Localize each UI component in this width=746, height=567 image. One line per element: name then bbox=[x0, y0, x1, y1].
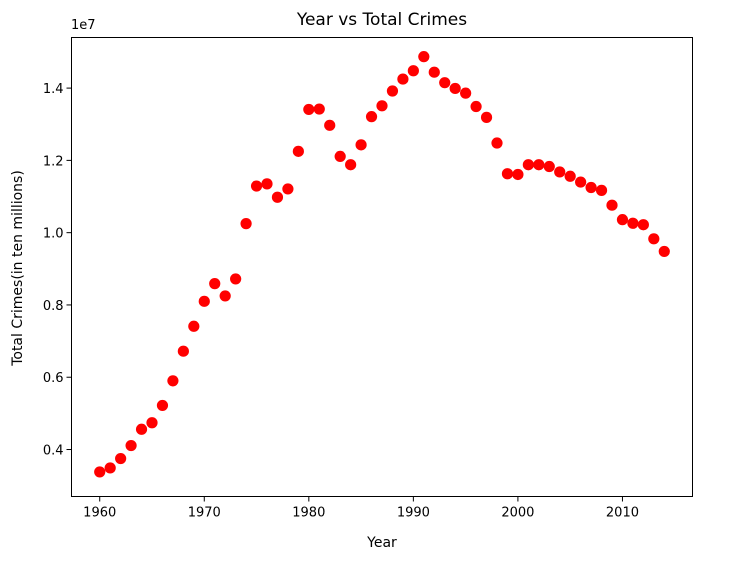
data-point bbox=[250, 180, 263, 192]
data-point bbox=[449, 82, 461, 95]
data-point bbox=[554, 166, 566, 178]
y-tick-label: 1.4 bbox=[43, 82, 64, 97]
data-point bbox=[167, 375, 179, 387]
data-point bbox=[198, 295, 210, 307]
x-tick-label: 1980 bbox=[292, 506, 325, 521]
data-point bbox=[303, 103, 315, 116]
data-point bbox=[386, 85, 399, 97]
data-point bbox=[407, 65, 419, 77]
data-point bbox=[637, 219, 649, 231]
data-point bbox=[240, 218, 252, 230]
y-offset-text: 1e7 bbox=[71, 18, 96, 33]
data-point bbox=[125, 439, 137, 452]
plot-frame bbox=[71, 37, 693, 497]
data-point bbox=[512, 168, 524, 181]
data-point bbox=[230, 273, 242, 285]
data-point bbox=[324, 119, 336, 131]
data-point bbox=[345, 159, 357, 171]
data-point bbox=[460, 87, 472, 99]
data-point bbox=[428, 66, 440, 78]
data-point bbox=[658, 245, 670, 258]
data-point bbox=[156, 399, 169, 412]
data-point bbox=[188, 320, 200, 332]
data-point bbox=[177, 345, 189, 357]
data-point bbox=[334, 150, 346, 163]
data-point bbox=[564, 170, 576, 182]
data-point bbox=[104, 462, 116, 474]
data-point bbox=[94, 466, 106, 478]
x-axis-ticks: 1960 1970 1980 1990 2000 2010 bbox=[83, 496, 639, 521]
data-point bbox=[261, 178, 273, 190]
data-point bbox=[209, 278, 221, 290]
data-point bbox=[585, 181, 597, 194]
x-tick-label: 2010 bbox=[606, 506, 639, 521]
y-axis-ticks: 0.4 0.6 0.8 1.0 1.2 1.4 bbox=[43, 82, 72, 459]
x-tick-label: 1970 bbox=[188, 506, 221, 521]
data-point bbox=[501, 168, 514, 180]
x-axis-label: Year bbox=[366, 535, 397, 551]
data-point bbox=[397, 73, 409, 85]
y-tick-label: 0.4 bbox=[43, 444, 64, 459]
y-tick-label: 1.2 bbox=[43, 154, 64, 169]
data-point bbox=[439, 77, 451, 89]
data-point bbox=[491, 137, 503, 149]
data-point bbox=[115, 452, 127, 465]
data-point bbox=[135, 423, 148, 435]
data-point bbox=[606, 199, 618, 211]
data-point bbox=[376, 100, 388, 112]
data-point bbox=[470, 100, 482, 113]
x-tick-label: 1960 bbox=[83, 506, 116, 521]
data-point bbox=[313, 103, 325, 115]
x-tick-label: 1990 bbox=[397, 506, 430, 521]
data-point bbox=[355, 139, 367, 151]
data-point bbox=[648, 233, 660, 245]
y-axis-label: Total Crimes(in ten millions) bbox=[10, 170, 26, 367]
data-point bbox=[616, 214, 629, 226]
data-point bbox=[282, 183, 294, 195]
data-point bbox=[543, 160, 555, 173]
data-point bbox=[292, 145, 304, 157]
data-point bbox=[575, 176, 587, 188]
data-point bbox=[271, 191, 284, 203]
y-tick-label: 0.8 bbox=[43, 299, 64, 314]
data-point bbox=[365, 111, 378, 123]
x-tick-label: 2000 bbox=[501, 506, 534, 521]
data-point bbox=[533, 159, 545, 171]
data-point bbox=[595, 184, 608, 196]
data-point bbox=[480, 111, 493, 123]
y-tick-label: 0.6 bbox=[43, 371, 64, 386]
data-point bbox=[627, 217, 639, 229]
chart-title: Year vs Total Crimes bbox=[296, 10, 467, 30]
data-point bbox=[522, 159, 534, 171]
y-tick-label: 1.0 bbox=[43, 227, 64, 242]
data-point bbox=[219, 290, 231, 302]
data-points bbox=[94, 51, 670, 478]
data-point bbox=[418, 51, 430, 63]
data-point bbox=[146, 417, 158, 429]
